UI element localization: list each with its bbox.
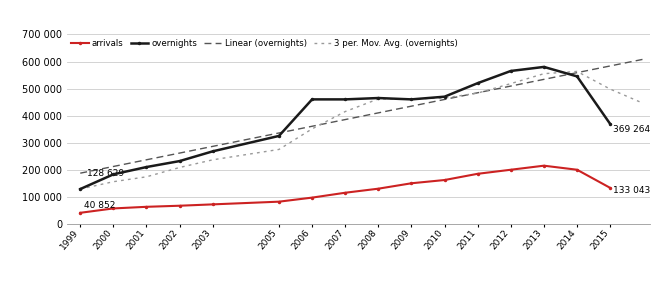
Legend: arrivals, overnights, Linear (overnights), 3 per. Mov. Avg. (overnights): arrivals, overnights, Linear (overnights… bbox=[71, 39, 458, 48]
overnights bbox=[507, 69, 515, 73]
overnights bbox=[143, 165, 151, 169]
Linear (overnights) bbox=[606, 64, 614, 68]
3 per. Mov. Avg. (overnights) bbox=[507, 82, 515, 85]
arrivals bbox=[375, 187, 383, 190]
Text: 369 264: 369 264 bbox=[614, 125, 651, 134]
overnights bbox=[407, 98, 415, 101]
arrivals bbox=[143, 205, 151, 209]
arrivals bbox=[573, 168, 581, 171]
overnights bbox=[474, 82, 482, 85]
Linear (overnights) bbox=[573, 71, 581, 74]
Linear (overnights) bbox=[375, 111, 383, 115]
arrivals bbox=[441, 178, 449, 182]
Linear (overnights) bbox=[143, 158, 151, 162]
overnights bbox=[275, 134, 283, 138]
overnights bbox=[606, 122, 614, 126]
Linear (overnights) bbox=[109, 165, 117, 168]
3 per. Mov. Avg. (overnights) bbox=[76, 187, 84, 191]
arrivals bbox=[507, 168, 515, 171]
overnights bbox=[76, 187, 84, 191]
3 per. Mov. Avg. (overnights) bbox=[375, 97, 383, 101]
overnights bbox=[375, 96, 383, 100]
Linear (overnights) bbox=[639, 57, 647, 61]
arrivals bbox=[308, 196, 316, 199]
Linear (overnights) bbox=[308, 125, 316, 128]
3 per. Mov. Avg. (overnights) bbox=[143, 175, 151, 179]
overnights bbox=[341, 98, 349, 101]
Text: 128 629: 128 629 bbox=[87, 169, 124, 179]
arrivals bbox=[341, 191, 349, 195]
Linear (overnights) bbox=[441, 98, 449, 101]
Line: 3 per. Mov. Avg. (overnights): 3 per. Mov. Avg. (overnights) bbox=[80, 71, 643, 189]
3 per. Mov. Avg. (overnights) bbox=[275, 148, 283, 151]
3 per. Mov. Avg. (overnights) bbox=[208, 158, 216, 162]
arrivals bbox=[176, 204, 184, 208]
overnights bbox=[208, 150, 216, 153]
arrivals bbox=[275, 200, 283, 203]
3 per. Mov. Avg. (overnights) bbox=[606, 87, 614, 91]
3 per. Mov. Avg. (overnights) bbox=[540, 72, 548, 75]
arrivals bbox=[540, 164, 548, 167]
arrivals bbox=[76, 211, 84, 214]
Text: 133 043: 133 043 bbox=[614, 186, 651, 195]
Linear (overnights) bbox=[76, 171, 84, 175]
arrivals bbox=[474, 172, 482, 176]
3 per. Mov. Avg. (overnights) bbox=[341, 110, 349, 113]
Line: overnights: overnights bbox=[78, 65, 612, 191]
Linear (overnights) bbox=[474, 91, 482, 94]
Line: arrivals: arrivals bbox=[78, 164, 612, 215]
3 per. Mov. Avg. (overnights) bbox=[109, 180, 117, 183]
overnights bbox=[540, 65, 548, 69]
Linear (overnights) bbox=[208, 145, 216, 148]
3 per. Mov. Avg. (overnights) bbox=[441, 96, 449, 100]
overnights bbox=[308, 98, 316, 101]
arrivals bbox=[407, 182, 415, 185]
arrivals bbox=[606, 186, 614, 190]
Linear (overnights) bbox=[407, 104, 415, 108]
Text: 40 852: 40 852 bbox=[84, 201, 115, 210]
Linear (overnights) bbox=[540, 78, 548, 81]
3 per. Mov. Avg. (overnights) bbox=[308, 127, 316, 131]
3 per. Mov. Avg. (overnights) bbox=[639, 102, 647, 105]
3 per. Mov. Avg. (overnights) bbox=[474, 91, 482, 95]
3 per. Mov. Avg. (overnights) bbox=[407, 97, 415, 101]
arrivals bbox=[208, 203, 216, 206]
overnights bbox=[176, 159, 184, 163]
overnights bbox=[441, 95, 449, 98]
Line: Linear (overnights): Linear (overnights) bbox=[80, 59, 643, 173]
3 per. Mov. Avg. (overnights) bbox=[573, 70, 581, 73]
Linear (overnights) bbox=[341, 118, 349, 121]
Linear (overnights) bbox=[176, 151, 184, 155]
overnights bbox=[573, 75, 581, 78]
3 per. Mov. Avg. (overnights) bbox=[176, 166, 184, 169]
Linear (overnights) bbox=[507, 84, 515, 88]
Linear (overnights) bbox=[275, 131, 283, 135]
overnights bbox=[109, 172, 117, 176]
arrivals bbox=[109, 207, 117, 210]
